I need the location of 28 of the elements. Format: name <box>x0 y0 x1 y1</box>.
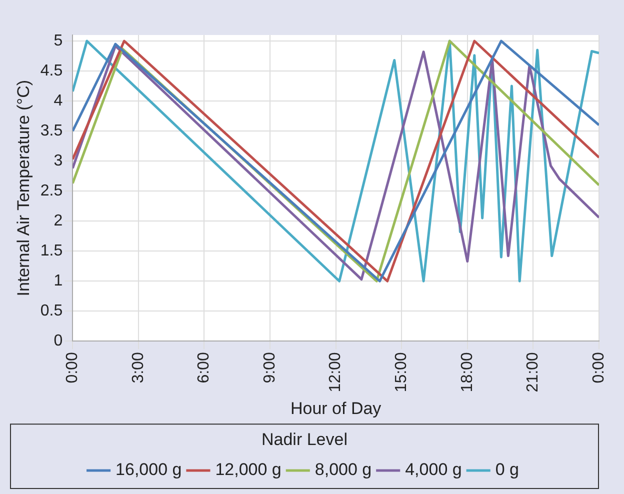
legend-label: 12,000 g <box>215 460 282 480</box>
y-tick-label: 0.5 <box>40 302 63 320</box>
x-tick-label: 18:00 <box>458 352 476 392</box>
y-tick-label: 2 <box>54 212 63 230</box>
y-tick-label: 1.5 <box>40 242 63 260</box>
y-tick-label: 5 <box>54 32 63 50</box>
x-axis-title: Hour of Day <box>290 399 382 418</box>
y-tick-label: 3 <box>54 152 63 170</box>
y-tick-label: 0 <box>54 332 63 350</box>
y-tick-label: 2.5 <box>40 182 63 200</box>
x-tick-label: 0:00 <box>64 352 82 384</box>
x-tick-label: 3:00 <box>130 352 147 384</box>
x-tick-label: 21:00 <box>524 352 542 392</box>
legend-label: 0 g <box>495 460 519 480</box>
y-axis-title: Internal Air Temperature (°C) <box>14 80 33 296</box>
y-tick-label: 1 <box>54 272 63 290</box>
x-tick-label: 12:00 <box>327 352 344 392</box>
x-tick-label: 15:00 <box>393 352 410 392</box>
x-tick-label: 0:00 <box>590 352 608 384</box>
x-tick-label: 9:00 <box>261 352 278 384</box>
legend-label: 16,000 g <box>116 460 182 480</box>
legend-title: Nadir Level <box>262 430 348 449</box>
y-tick-label: 4 <box>54 92 63 110</box>
y-tick-label: 3.5 <box>40 122 63 140</box>
legend-label: 8,000 g <box>314 460 372 480</box>
y-tick-label: 4.5 <box>40 62 63 80</box>
x-tick-label: 6:00 <box>196 352 213 384</box>
legend-label: 4,000 g <box>405 460 462 480</box>
